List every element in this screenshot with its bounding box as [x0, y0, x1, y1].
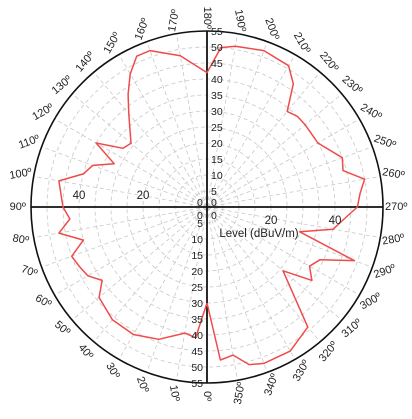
radial-tick-label-upper: 10 — [211, 170, 223, 182]
angle-tick-label: 130º — [50, 74, 75, 98]
angle-tick-label: 270º — [385, 201, 407, 213]
center-zero-label: 0 — [197, 197, 203, 209]
angle-tick-label: 40º — [76, 342, 96, 362]
angle-tick-label: 180º — [201, 7, 213, 29]
angle-tick-label: 280º — [381, 232, 405, 248]
center-zero-label: 0 — [197, 210, 203, 222]
angle-tick-label: 10º — [167, 384, 182, 402]
angle-tick-label: 30º — [103, 361, 122, 381]
radial-tick-label-upper: 40 — [211, 74, 223, 86]
angle-tick-label: 210º — [291, 30, 313, 55]
angle-tick-label: 200º — [262, 17, 281, 42]
angle-tick-label: 230º — [340, 74, 365, 98]
center-zero-label: 0 — [211, 197, 217, 209]
radial-tick-label-lower: 55 — [191, 378, 203, 390]
angle-tick-label: 350º — [232, 381, 248, 405]
radial-tick-label-lower: 25 — [191, 282, 203, 294]
radial-axis-title: Level (dBuV/m) — [219, 228, 298, 240]
radial-tick-label-lower: 10 — [191, 234, 203, 246]
center-zero-label: 0 — [211, 210, 217, 222]
grid-spoke — [42, 147, 207, 207]
radial-tick-label-lower: 40 — [191, 330, 203, 342]
angle-tick-label: 170º — [166, 9, 182, 33]
radial-tick-label-upper: 25 — [211, 122, 223, 134]
angle-tick-label: 110º — [17, 133, 41, 152]
angle-tick-label: 330º — [291, 358, 313, 383]
horizontal-tick-label-right: 20 — [265, 215, 278, 227]
radial-tick-label-upper: 15 — [211, 154, 223, 166]
axes-layer — [31, 31, 383, 383]
angle-tick-label: 260º — [381, 166, 405, 182]
angle-tick-label: 190º — [232, 9, 248, 33]
angle-tick-label: 310º — [339, 317, 364, 341]
angle-tick-label: 0º — [201, 391, 213, 401]
angle-tick-label: 220º — [317, 50, 341, 75]
angle-tick-label: 340º — [262, 372, 281, 397]
horizontal-tick-label-left: 40 — [73, 190, 86, 202]
angle-tick-label: 140º — [74, 50, 98, 75]
angle-tick-label: 80º — [12, 232, 30, 247]
angle-tick-label: 90º — [10, 201, 26, 213]
angle-tick-label: 290º — [372, 262, 397, 281]
angle-tick-label: 300º — [358, 291, 383, 313]
radial-tick-label-upper: 30 — [211, 106, 223, 118]
angle-tick-label: 50º — [52, 319, 72, 339]
angle-tick-label: 60º — [33, 292, 53, 311]
radial-tick-label-lower: 45 — [191, 346, 203, 358]
radial-tick-label-lower: 30 — [191, 298, 203, 310]
angle-tick-label: 250º — [372, 133, 397, 152]
angle-tick-label: 120º — [30, 102, 55, 124]
radial-tick-label-upper: 35 — [211, 90, 223, 102]
angle-tick-label: 20º — [134, 375, 151, 394]
angle-tick-label: 150º — [102, 30, 124, 55]
radial-tick-label-lower: 50 — [191, 362, 203, 374]
angle-tick-label: 240º — [358, 102, 383, 124]
horizontal-tick-label-right: 40 — [329, 215, 342, 227]
horizontal-tick-label-left: 20 — [137, 190, 150, 202]
radial-tick-label-upper: 50 — [211, 42, 223, 54]
radial-tick-label-upper: 45 — [211, 58, 223, 70]
radial-tick-label-upper: 20 — [211, 138, 223, 150]
grid-spoke — [94, 72, 207, 207]
radial-tick-label-lower: 35 — [191, 314, 203, 326]
radial-tick-label-lower: 20 — [191, 266, 203, 278]
angle-tick-label: 100º — [9, 166, 33, 182]
angle-tick-label: 70º — [20, 263, 39, 280]
angle-tick-label: 320º — [317, 339, 341, 364]
angle-tick-label: 160º — [133, 17, 152, 42]
radial-tick-label-lower: 15 — [191, 250, 203, 262]
grid-spoke — [207, 147, 372, 207]
